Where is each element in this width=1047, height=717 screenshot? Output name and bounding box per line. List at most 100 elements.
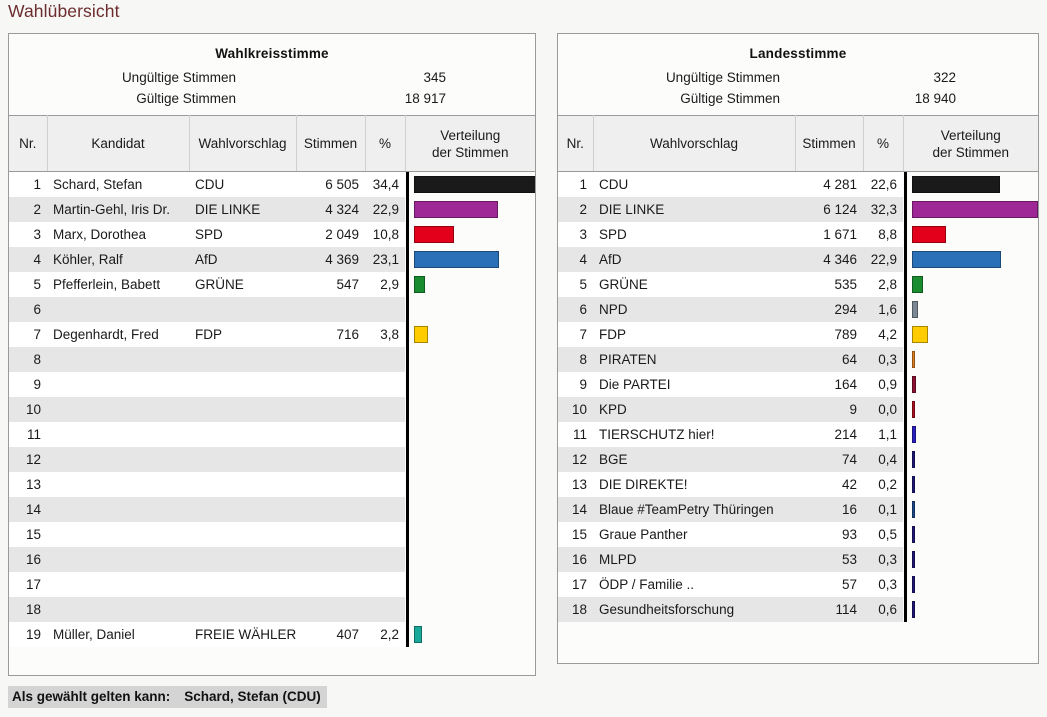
vote-bar-track bbox=[411, 172, 535, 197]
col-header-stimmen-left: Stimmen bbox=[296, 115, 366, 172]
vote-count bbox=[296, 397, 365, 422]
vote-bar-track bbox=[909, 547, 1032, 572]
vote-bar-cell bbox=[405, 622, 535, 647]
table-row: 10 KPD 9 0,0 bbox=[558, 397, 1038, 422]
table-row: 3 SPD 1 671 8,8 bbox=[558, 222, 1038, 247]
col-header-prozent-right: % bbox=[863, 115, 904, 172]
verteilung-line2-left: der Stimmen bbox=[431, 144, 509, 160]
vote-bar-track bbox=[411, 297, 529, 322]
vote-percent: 0,3 bbox=[863, 572, 903, 597]
table-row: 16 bbox=[9, 547, 535, 572]
vote-count: 164 bbox=[795, 372, 863, 397]
vote-count bbox=[296, 347, 365, 372]
vote-count: 1 671 bbox=[795, 222, 863, 247]
row-number: 8 bbox=[9, 347, 47, 372]
row-number: 10 bbox=[9, 397, 47, 422]
party-name: GRÜNE bbox=[189, 272, 296, 297]
row-number: 19 bbox=[9, 622, 47, 647]
row-number: 12 bbox=[558, 447, 593, 472]
row-number: 4 bbox=[9, 247, 47, 272]
party-name: Gesundheitsforschung bbox=[593, 597, 795, 622]
vote-bar-track bbox=[909, 422, 1032, 447]
vote-bar bbox=[912, 226, 947, 243]
vote-bar-track bbox=[909, 472, 1032, 497]
vote-bar-track bbox=[909, 222, 1032, 247]
vote-count bbox=[296, 597, 365, 622]
results-table-left: Nr. Kandidat Wahlvorschlag Stimmen % Ver… bbox=[9, 115, 535, 647]
vote-count: 2 049 bbox=[296, 222, 365, 247]
summary-value-valid-right: 18 940 bbox=[914, 91, 956, 106]
vote-bar-cell bbox=[903, 472, 1038, 497]
vote-bar-cell bbox=[903, 197, 1038, 222]
table-row: 1 Schard, Stefan CDU 6 505 34,4 bbox=[9, 171, 535, 197]
vote-bar bbox=[912, 451, 915, 468]
vote-count bbox=[296, 497, 365, 522]
vote-bar bbox=[912, 526, 915, 543]
row-number: 7 bbox=[9, 322, 47, 347]
vote-count: 4 346 bbox=[795, 247, 863, 272]
vote-bar-cell bbox=[405, 522, 535, 547]
vote-bar-track bbox=[411, 572, 529, 597]
candidate-name bbox=[47, 372, 189, 397]
vote-count bbox=[296, 472, 365, 497]
table-row: 4 Köhler, Ralf AfD 4 369 23,1 bbox=[9, 247, 535, 272]
summary-row-valid-left: Gültige Stimmen 18 917 bbox=[9, 88, 535, 109]
vote-bar-cell bbox=[405, 272, 535, 297]
summary-row-valid-right: Gültige Stimmen 18 940 bbox=[558, 88, 1038, 109]
row-number: 14 bbox=[9, 497, 47, 522]
vote-percent: 22,9 bbox=[365, 197, 405, 222]
vote-bar-track bbox=[411, 247, 529, 272]
vote-bar bbox=[912, 576, 915, 593]
party-name bbox=[189, 597, 296, 622]
table-row: 10 bbox=[9, 397, 535, 422]
vote-bar-cell bbox=[903, 247, 1038, 272]
vote-bar-track bbox=[411, 547, 529, 572]
vote-bar-track bbox=[411, 397, 529, 422]
party-name: FDP bbox=[189, 322, 296, 347]
vote-bar-track bbox=[411, 272, 529, 297]
table-row: 8 bbox=[9, 347, 535, 372]
vote-bar-cell bbox=[405, 171, 535, 197]
vote-bar bbox=[414, 251, 499, 268]
candidate-name: Pfefferlein, Babett bbox=[47, 272, 189, 297]
table-body-right: 1 CDU 4 281 22,6 2 DIE LINKE 6 124 32,3 3 SPD 1 67… bbox=[558, 171, 1038, 622]
vote-count: 547 bbox=[296, 272, 365, 297]
table-row: 14 bbox=[9, 497, 535, 522]
vote-percent: 0,6 bbox=[863, 597, 903, 622]
vote-bar-cell bbox=[903, 171, 1038, 197]
vote-bar-track bbox=[411, 497, 529, 522]
table-row: 11 TIERSCHUTZ hier! 214 1,1 bbox=[558, 422, 1038, 447]
vote-bar-cell bbox=[405, 322, 535, 347]
party-name bbox=[189, 497, 296, 522]
vote-percent bbox=[365, 547, 405, 572]
vote-bar-cell bbox=[405, 197, 535, 222]
vote-percent: 2,8 bbox=[863, 272, 903, 297]
vote-count: 42 bbox=[795, 472, 863, 497]
table-row: 1 CDU 4 281 22,6 bbox=[558, 171, 1038, 197]
vote-count: 57 bbox=[795, 572, 863, 597]
summary-label-invalid-right: Ungültige Stimmen bbox=[665, 70, 780, 85]
party-name: Graue Panther bbox=[593, 522, 795, 547]
candidate-name: Marx, Dorothea bbox=[47, 222, 189, 247]
row-number: 2 bbox=[558, 197, 593, 222]
table-row: 17 bbox=[9, 572, 535, 597]
col-header-kandidat: Kandidat bbox=[47, 115, 190, 172]
table-row: 2 Martin-Gehl, Iris Dr. DIE LINKE 4 324 22,9 bbox=[9, 197, 535, 222]
table-row: 18 bbox=[9, 597, 535, 622]
vote-bar bbox=[912, 301, 919, 318]
summary-value-invalid-left: 345 bbox=[423, 70, 446, 85]
chart-axis-spine-left bbox=[406, 171, 409, 647]
row-number: 5 bbox=[9, 272, 47, 297]
table-header-row-right: Nr. Wahlvorschlag Stimmen % Verteilung d… bbox=[558, 115, 1038, 172]
vote-bar-track bbox=[411, 197, 529, 222]
verteilung-line2-right: der Stimmen bbox=[932, 144, 1010, 160]
vote-bar-track bbox=[909, 447, 1032, 472]
vote-bar-track bbox=[411, 597, 529, 622]
party-name: TIERSCHUTZ hier! bbox=[593, 422, 795, 447]
row-number: 4 bbox=[558, 247, 593, 272]
vote-percent: 10,8 bbox=[365, 222, 405, 247]
vote-percent: 0,5 bbox=[863, 522, 903, 547]
row-number: 11 bbox=[9, 422, 47, 447]
vote-bar-track bbox=[411, 347, 529, 372]
candidate-name bbox=[47, 572, 189, 597]
